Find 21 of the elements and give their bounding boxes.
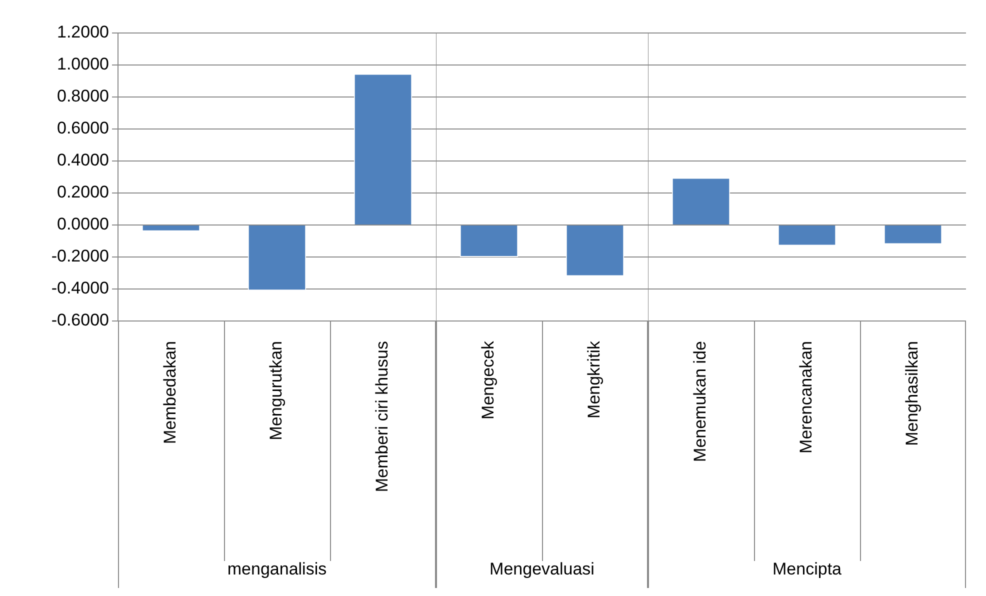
y-tick-label: 1.0000	[57, 54, 109, 74]
x-axis-title: Mencipta	[772, 559, 842, 578]
x-tick-label: Mengkritik	[584, 340, 604, 418]
y-tick-label: 0.6000	[57, 118, 109, 138]
x-axis-title: menganalisis	[227, 559, 327, 578]
y-tick-label: -0.4000	[51, 278, 109, 298]
x-tick-label: Menghasilkan	[902, 341, 922, 446]
x-tick-label: Merencanakan	[796, 341, 816, 454]
y-tick-label: 0.8000	[57, 86, 109, 106]
x-tick-label: Mengecek	[478, 340, 498, 420]
y-tick-label: 0.2000	[57, 182, 109, 202]
y-tick-label: -0.2000	[51, 246, 109, 266]
x-tick-label: Menemukan ide	[690, 341, 710, 462]
x-tick-label: Mengurutkan	[266, 341, 286, 440]
y-tick-label: -0.6000	[51, 310, 109, 330]
y-tick-label: 1.2000	[57, 22, 109, 42]
x-tick-label: Membedakan	[160, 341, 180, 444]
x-tick-label: Memberi ciri khusus	[372, 341, 392, 492]
y-tick-label: 0.0000	[57, 214, 109, 234]
x-axis-title: Mengevaluasi	[490, 559, 594, 578]
y-tick-label: 0.4000	[57, 150, 109, 170]
